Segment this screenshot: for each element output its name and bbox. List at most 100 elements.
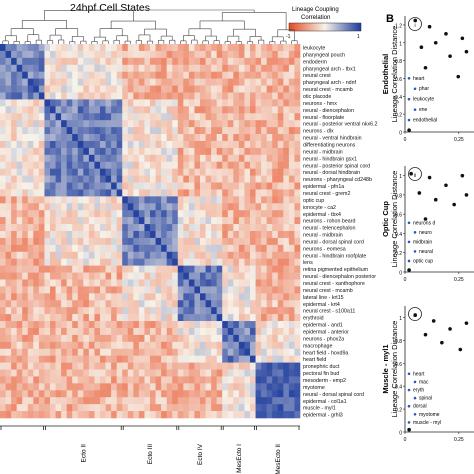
heatmap-cell [77,244,84,253]
heatmap-cell [266,64,273,73]
heatmap-cell [255,404,262,412]
heatmap-cell [188,300,195,308]
heatmap-cell [77,279,84,287]
heatmap-cell [266,92,273,100]
heatmap-cell [61,168,67,176]
heatmap-cell [22,161,29,169]
heatmap-cell [272,92,279,100]
heatmap-cell [22,57,29,66]
heatmap-cell [105,383,112,391]
heatmap-cell [166,383,173,391]
heatmap-cell [188,78,195,86]
heatmap-cell [50,57,56,66]
heatmap-cell [188,189,195,197]
heatmap-cell [61,383,67,391]
heatmap-cell [50,376,56,384]
heatmap-cell [161,175,167,183]
heatmap-cell [22,383,29,391]
heatmap-cell [111,196,117,204]
heatmap-cell [0,307,6,315]
heatmap-cell [205,57,212,66]
heatmap-cell [72,147,79,156]
heatmap-cell [172,369,179,377]
heatmap-cell [38,85,45,93]
heatmap-cell [127,196,134,204]
heatmap-cell [44,244,51,253]
heatmap-cell [283,376,290,384]
heatmap-cell [183,314,190,322]
heatmap-cell [16,217,23,225]
scatter-point [433,40,438,45]
annotation-point [407,240,411,244]
heatmap-cell [161,265,167,273]
heatmap-cell [133,300,140,308]
heatmap-cell [105,64,112,73]
heatmap-cell [211,244,217,253]
heatmap-cell [200,355,206,363]
heatmap-cell [233,147,240,156]
heatmap-cell [138,217,145,225]
heatmap-cell [277,196,284,204]
heatmap-cell [255,237,262,246]
heatmap-cell [83,231,90,239]
heatmap-cell [50,210,56,218]
heatmap-cell [83,217,90,225]
heatmap-cell [144,307,151,315]
heatmap-cell [294,348,301,356]
heatmap-cell [222,189,229,197]
heatmap-cell [27,154,34,163]
heatmap-cell [250,71,256,79]
heatmap-cell [144,210,151,218]
heatmap-cell [127,258,134,266]
row-label: differentiating neurons [303,143,356,149]
heatmap-cell [205,99,212,107]
row-label: mesoderm - emp2 [303,378,346,384]
heatmap-cell [250,300,256,308]
heatmap-cell [216,78,223,86]
heatmap-cell [144,196,151,204]
heatmap-cell [227,286,234,294]
point-annotation: dorsal [413,404,427,410]
heatmap-cell [188,244,195,253]
heatmap-cell [133,341,140,350]
scatter-point [448,327,452,331]
heatmap-cell [166,348,173,356]
heatmap-cell [150,85,156,93]
heatmap-cell [177,92,184,100]
heatmap-cell [222,286,229,294]
heatmap-cell [77,383,84,391]
row-label: heart field [303,357,326,363]
heatmap-cell [88,293,95,301]
heatmap-cell [105,210,112,218]
heatmap-cell [233,314,240,322]
heatmap-cell [288,237,295,246]
heatmap-cell [66,300,73,308]
point-annotation: heart [413,76,425,82]
heatmap-cell [255,168,262,176]
heatmap-cell [111,383,117,391]
heatmap-cell [283,134,290,142]
heatmap-cell [133,210,140,218]
y-tick-label: 0.4 [395,385,402,391]
heatmap-cell [133,161,140,169]
heatmap-cell [294,224,301,232]
heatmap-cell [72,92,79,100]
heatmap-cell [55,147,62,156]
heatmap-cell [244,411,251,419]
heatmap-cell [77,404,84,412]
heatmap-cell [50,203,56,211]
heatmap-cell [61,258,67,266]
heatmap-cell [127,369,134,377]
heatmap-cell [150,182,156,190]
heatmap-cell [233,390,240,398]
heatmap-cell [33,272,40,280]
heatmap-cell [66,44,73,52]
heatmap-cell [277,224,284,232]
heatmap-cell [161,203,167,211]
heatmap-cell [116,127,123,135]
heatmap-cell [183,127,190,135]
heatmap-cell [27,120,34,128]
heatmap-cell [61,348,67,356]
heatmap-cell [211,265,217,273]
